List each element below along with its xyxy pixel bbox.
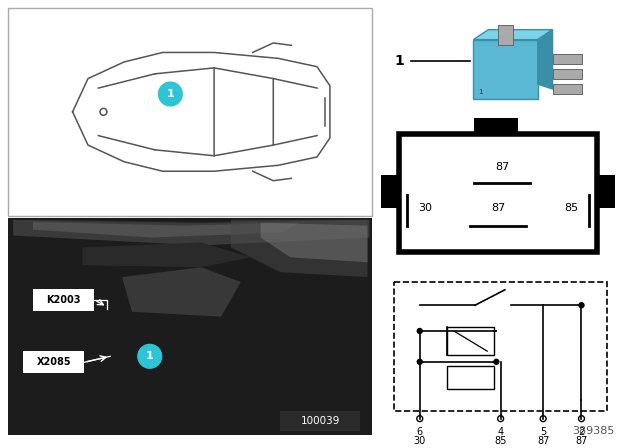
Bar	[8, 8, 372, 216]
Circle shape	[417, 328, 422, 333]
Bar	[394, 282, 607, 411]
Text: 1: 1	[394, 54, 404, 69]
Polygon shape	[260, 223, 367, 262]
Polygon shape	[83, 242, 251, 267]
Text: 87: 87	[537, 436, 549, 447]
Circle shape	[494, 359, 499, 364]
Text: 87: 87	[575, 436, 588, 447]
Polygon shape	[231, 220, 367, 277]
Bar	[552, 69, 582, 79]
Bar	[552, 84, 582, 94]
Text: 85: 85	[495, 436, 507, 447]
Circle shape	[579, 303, 584, 308]
Text: X2085: X2085	[36, 357, 71, 367]
Text: 30: 30	[413, 436, 426, 447]
Text: 2: 2	[579, 426, 584, 436]
Circle shape	[138, 345, 162, 368]
Bar	[447, 327, 494, 355]
Text: 6: 6	[417, 426, 423, 436]
Bar	[447, 366, 494, 389]
Bar	[474, 118, 518, 134]
Circle shape	[159, 82, 182, 106]
Bar	[597, 175, 615, 208]
Text: 30: 30	[418, 203, 432, 213]
Bar	[498, 25, 513, 44]
Text: 389385: 389385	[573, 426, 615, 435]
Text: 4: 4	[497, 426, 504, 436]
Bar	[280, 411, 360, 431]
Bar	[399, 134, 597, 252]
Text: 100039: 100039	[300, 416, 340, 426]
Bar	[552, 55, 582, 65]
Text: 1: 1	[478, 89, 483, 95]
Text: 1: 1	[166, 89, 174, 99]
Polygon shape	[538, 30, 552, 89]
Text: 87: 87	[495, 162, 509, 172]
Text: 1: 1	[146, 351, 154, 361]
Bar	[381, 175, 399, 208]
Polygon shape	[13, 220, 369, 246]
Bar	[8, 218, 372, 435]
Circle shape	[417, 359, 422, 364]
Polygon shape	[122, 267, 241, 317]
Text: 87: 87	[491, 203, 505, 213]
Bar	[474, 39, 538, 99]
Text: 85: 85	[564, 203, 579, 213]
Text: 5: 5	[540, 426, 547, 436]
Text: K2003: K2003	[47, 295, 81, 305]
Polygon shape	[474, 30, 552, 39]
Bar	[33, 289, 94, 311]
Polygon shape	[33, 222, 300, 237]
Bar	[23, 351, 84, 373]
